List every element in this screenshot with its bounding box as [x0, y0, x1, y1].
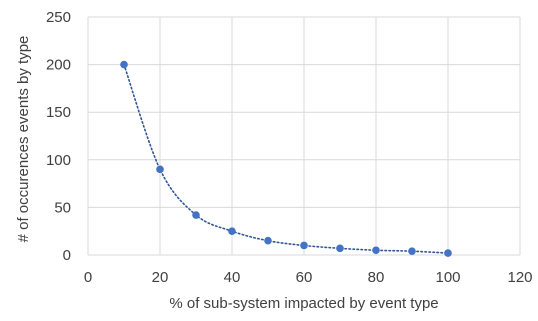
data-point	[444, 249, 452, 257]
data-point	[264, 236, 272, 245]
y-tick-label: 250	[46, 9, 71, 26]
grid-lines	[87, 16, 521, 256]
y-tick-label: 100	[46, 152, 71, 169]
x-tick-label: 80	[368, 269, 385, 286]
x-tick-label: 100	[435, 269, 460, 286]
data-point	[408, 247, 416, 255]
y-tick-label: 50	[54, 199, 71, 216]
y-tick-labels: 0 50 100 150 200 250	[46, 9, 71, 264]
x-tick-label: 20	[152, 269, 169, 286]
data-point	[192, 211, 200, 219]
x-tick-label: 40	[224, 269, 241, 286]
x-tick-label: 60	[296, 269, 313, 286]
x-tick-label: 0	[84, 269, 92, 286]
trendline	[123, 63, 449, 254]
x-tick-labels: 0 20 40 60 80 100 120	[84, 269, 533, 286]
data-points	[120, 60, 452, 257]
data-point	[156, 165, 164, 174]
x-tick-label: 120	[507, 269, 532, 286]
y-tick-label: 200	[46, 57, 71, 74]
y-axis-title: # of occurences events by type	[15, 36, 32, 243]
data-point	[336, 244, 344, 253]
y-tick-label: 0	[63, 247, 71, 264]
data-point	[120, 60, 128, 69]
x-axis-title: % of sub-system impacted by event type	[169, 295, 438, 312]
data-point	[372, 246, 380, 255]
y-tick-label: 150	[46, 104, 71, 121]
data-point	[300, 241, 308, 250]
data-point	[228, 227, 236, 235]
trendline-layer	[123, 63, 449, 254]
